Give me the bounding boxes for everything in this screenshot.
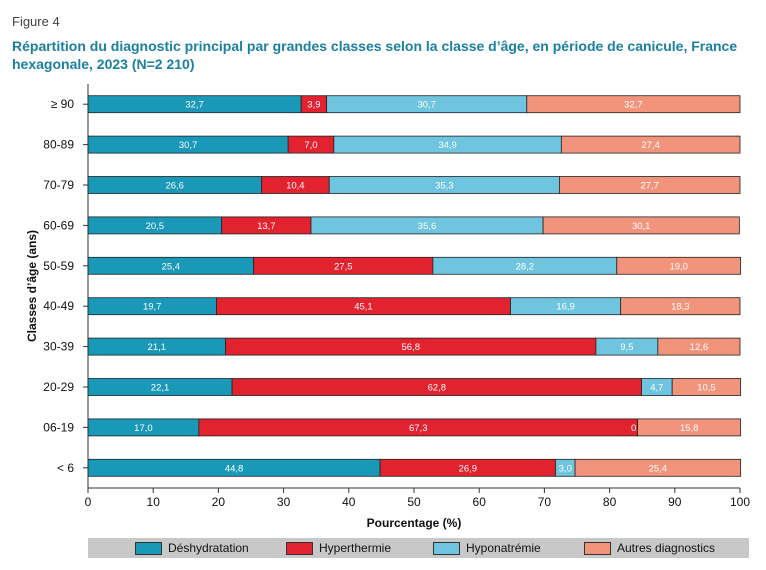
bar-segment (558, 176, 741, 194)
chart-plot: ≥ 90 32,7 3,9 30,7 32,7 80-89 30,7 7,0 34,9 27,4 7… (25, 84, 750, 530)
data-label: 22,1 (151, 383, 170, 394)
data-label: 26,9 (459, 463, 478, 474)
legend-swatch (286, 541, 313, 555)
legend-item: Hyponatrémie (433, 538, 541, 558)
x-axis-title: Pourcentage (%) (367, 516, 462, 530)
x-tick-label: 0 (85, 495, 92, 509)
data-label: 12,6 (690, 342, 709, 353)
data-label: 32,7 (185, 100, 204, 111)
data-label: 20,5 (146, 221, 165, 232)
bar-segment (671, 378, 742, 396)
bar-segment (657, 337, 741, 356)
y-tick-label: ≥ 90 (51, 97, 75, 111)
data-label: 3,0 (559, 463, 572, 474)
x-tick-label: 60 (473, 495, 487, 509)
data-label: 45,1 (354, 302, 373, 313)
bar-segment (574, 458, 742, 477)
y-tick-label: 50-59 (43, 259, 74, 273)
y-tick-label: 60-69 (43, 218, 74, 232)
y-tick-label: 70-79 (43, 178, 74, 192)
y-tick-label: < 6 (57, 461, 74, 475)
data-label: 30,7 (179, 140, 198, 151)
y-tick-label: 30-39 (43, 340, 74, 354)
x-tick-label: 20 (212, 495, 226, 509)
data-label: 25,4 (649, 463, 668, 474)
bar-segment (620, 297, 741, 316)
legend-item: Autres diagnostics (584, 538, 715, 558)
y-tick-label: 40-49 (43, 299, 74, 313)
y-tick-label: 20-29 (43, 380, 74, 394)
y-axis-title: Classes d’âge (ans) (25, 230, 39, 342)
chart-legend: Déshydratation Hyperthermie Hyponatrémie Au… (88, 538, 749, 558)
data-label: 15,8 (680, 423, 699, 434)
bar-segment (616, 256, 742, 275)
data-label: 19,0 (669, 261, 688, 272)
chart-title: Répartition du diagnostic principal par … (12, 38, 738, 72)
x-tick-label: 30 (277, 495, 291, 509)
data-label: 35,3 (435, 181, 454, 192)
data-label: 7,0 (304, 140, 317, 151)
x-tick-label: 40 (342, 495, 356, 509)
bar-segment (542, 216, 740, 235)
data-label: 27,7 (640, 181, 659, 192)
data-label: 30,7 (417, 100, 436, 111)
data-label: 9,5 (620, 342, 633, 353)
legend-label: Hyperthermie (319, 541, 392, 555)
x-tick-label: 50 (407, 495, 421, 509)
legend-label: Déshydratation (168, 541, 249, 555)
data-label: 17,0 (134, 423, 153, 434)
data-label: 56,8 (401, 342, 420, 353)
x-tick-label: 90 (668, 495, 682, 509)
data-label: 67,3 (409, 423, 428, 434)
data-label: 26,6 (165, 181, 184, 192)
data-label: 10,5 (697, 383, 716, 394)
y-tick-label: 80-89 (43, 138, 74, 152)
legend-item: Déshydratation (135, 538, 249, 558)
x-tick-label: 100 (730, 495, 750, 509)
x-tick-label: 80 (603, 495, 617, 509)
legend-swatch (433, 541, 460, 555)
data-label: 25,4 (162, 261, 181, 272)
x-tick-label: 10 (147, 495, 161, 509)
data-label: 44,8 (225, 463, 244, 474)
data-label: 16,9 (556, 302, 575, 313)
data-label: 28,2 (516, 261, 535, 272)
figure-label: Figure 4 (12, 14, 60, 29)
data-label: 3,9 (307, 100, 320, 111)
y-tick-label: 06-19 (43, 420, 74, 434)
data-label: 4,7 (650, 383, 663, 394)
data-label: 21,1 (148, 342, 167, 353)
data-label: 34,9 (438, 140, 457, 151)
data-label: 62,8 (428, 383, 447, 394)
x-tick-label: 70 (538, 495, 552, 509)
legend-swatch (135, 541, 162, 555)
bar-segment (526, 95, 741, 114)
data-label: 18,3 (671, 302, 690, 313)
legend-label: Autres diagnostics (617, 541, 716, 555)
data-label: 35,6 (418, 221, 437, 232)
data-label: 19,7 (143, 302, 162, 313)
legend-item: Hyperthermie (286, 538, 391, 558)
data-label: 27,5 (334, 261, 353, 272)
data-label: 32,7 (624, 100, 643, 111)
data-label: 10,4 (286, 181, 305, 192)
legend-label: Hyponatrémie (466, 541, 541, 555)
legend-swatch (584, 541, 611, 555)
data-label: 27,4 (641, 140, 660, 151)
data-label: 30,1 (632, 221, 651, 232)
data-label: 13,7 (257, 221, 276, 232)
bar-segment (637, 418, 742, 437)
bar-segment (560, 135, 741, 154)
